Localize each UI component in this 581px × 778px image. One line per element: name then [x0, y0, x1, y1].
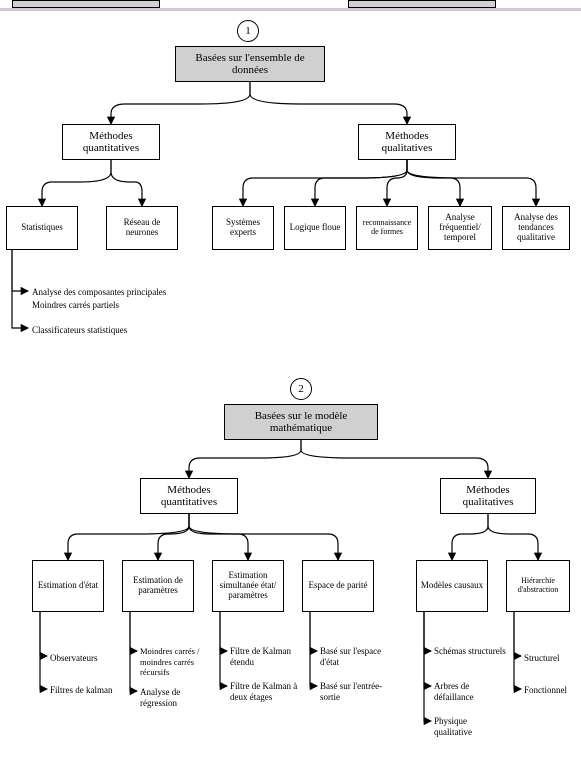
d1-leaf-nn: Réseau de neurones: [106, 206, 178, 250]
d2-b-3-0: Basé sur l'espace d'état: [320, 646, 394, 669]
d2-root-text: Basées sur le modèle mathématique: [228, 410, 374, 434]
d2-b-4-2: Physique qualitative: [434, 716, 506, 739]
d1-leaf-fuzzy-text: Logique floue: [290, 223, 341, 233]
d2-leaf-4: Modèles causaux: [416, 560, 488, 612]
d1-root-text: Basées sur l'ensemble de données: [179, 52, 321, 76]
d1-leaf-stat: Statistiques: [6, 206, 78, 250]
d1-leaf-expert-text: Systèmes experts: [216, 218, 270, 238]
d2-b-2-0: Filtre de Kalman étendu: [230, 646, 304, 669]
d2-leaf-0: Estimation d'état: [32, 560, 104, 612]
d2-b-4-1: Arbres de défaillance: [434, 681, 506, 704]
d1-bullet-2: Classificateurs statistiques: [32, 325, 127, 336]
d1-root: Basées sur l'ensemble de données: [175, 46, 325, 82]
d1-leaf-pattern: reconnaissance de formes: [356, 206, 418, 250]
d2-leaf-1: Estimation de paramètres: [122, 560, 194, 612]
badge-1: 1: [237, 20, 259, 42]
d2-mid-qual-text: Méthodes qualitatives: [444, 484, 532, 508]
badge-1-text: 1: [245, 25, 251, 37]
badge-2-text: 2: [298, 383, 304, 395]
d1-mid-quant-text: Méthodes quantitatives: [66, 130, 156, 154]
d2-b-0-1: Filtres de kalman: [50, 685, 120, 696]
d1-mid-qual: Méthodes qualitatives: [358, 124, 456, 160]
d1-leaf-freq: Analyse fréquentiel/ temporel: [428, 206, 492, 250]
d2-b-5-1: Fonctionnel: [524, 685, 581, 696]
d2-leaf-3: Espace de parité: [302, 560, 374, 612]
d1-leaf-fuzzy: Logique floue: [284, 206, 346, 250]
d1-bullet-0: Analyse des composantes principales: [32, 287, 166, 298]
diagram-1: 1 Basées sur l'ensemble de données Métho…: [0, 20, 581, 370]
d1-leaf-trend: Analyse des tendances qualitative: [502, 206, 570, 250]
d2-leaf-2: Estimation simultanée état/ paramètres: [212, 560, 284, 612]
d2-b-1-0: Moindres carrés / moindres carrés récurs…: [140, 646, 218, 678]
top-stub-right: [348, 0, 496, 8]
top-stub-left: [12, 0, 160, 8]
d1-leaf-trend-text: Analyse des tendances qualitative: [506, 213, 566, 243]
d2-mid-qual: Méthodes qualitatives: [440, 478, 536, 514]
d2-b-3-1: Basé sur l'entrée-sortie: [320, 681, 394, 704]
d2-b-2-1: Filtre de Kalman à deux étages: [230, 681, 308, 704]
d1-leaf-stat-text: Statistiques: [21, 223, 63, 233]
badge-2: 2: [290, 378, 312, 400]
d1-mid-qual-text: Méthodes qualitatives: [362, 130, 452, 154]
d1-leaf-nn-text: Réseau de neurones: [110, 218, 174, 238]
d2-b-1-1: Analyse de régression: [140, 687, 214, 710]
d1-leaf-expert: Systèmes experts: [212, 206, 274, 250]
d2-root: Basées sur le modèle mathématique: [224, 404, 378, 440]
d2-b-5-0: Structurel: [524, 653, 581, 664]
d2-b-4-0: Schémas structurels: [434, 646, 506, 657]
d1-leaf-pattern-text: reconnaissance de formes: [360, 219, 414, 237]
d2-mid-quant: Méthodes quantitatives: [140, 478, 238, 514]
diagram-2: 2 Basées sur le modèle mathématique Méth…: [0, 378, 581, 778]
d2-leaf-5: Hiérarchie d'abstraction: [506, 560, 570, 612]
d2-b-0-0: Observateurs: [50, 653, 120, 664]
d1-mid-quant: Méthodes quantitatives: [62, 124, 160, 160]
d1-bullet-1: Moindres carrés partiels: [32, 300, 119, 311]
d1-leaf-freq-text: Analyse fréquentiel/ temporel: [432, 213, 488, 243]
d2-mid-quant-text: Méthodes quantitatives: [144, 484, 234, 508]
